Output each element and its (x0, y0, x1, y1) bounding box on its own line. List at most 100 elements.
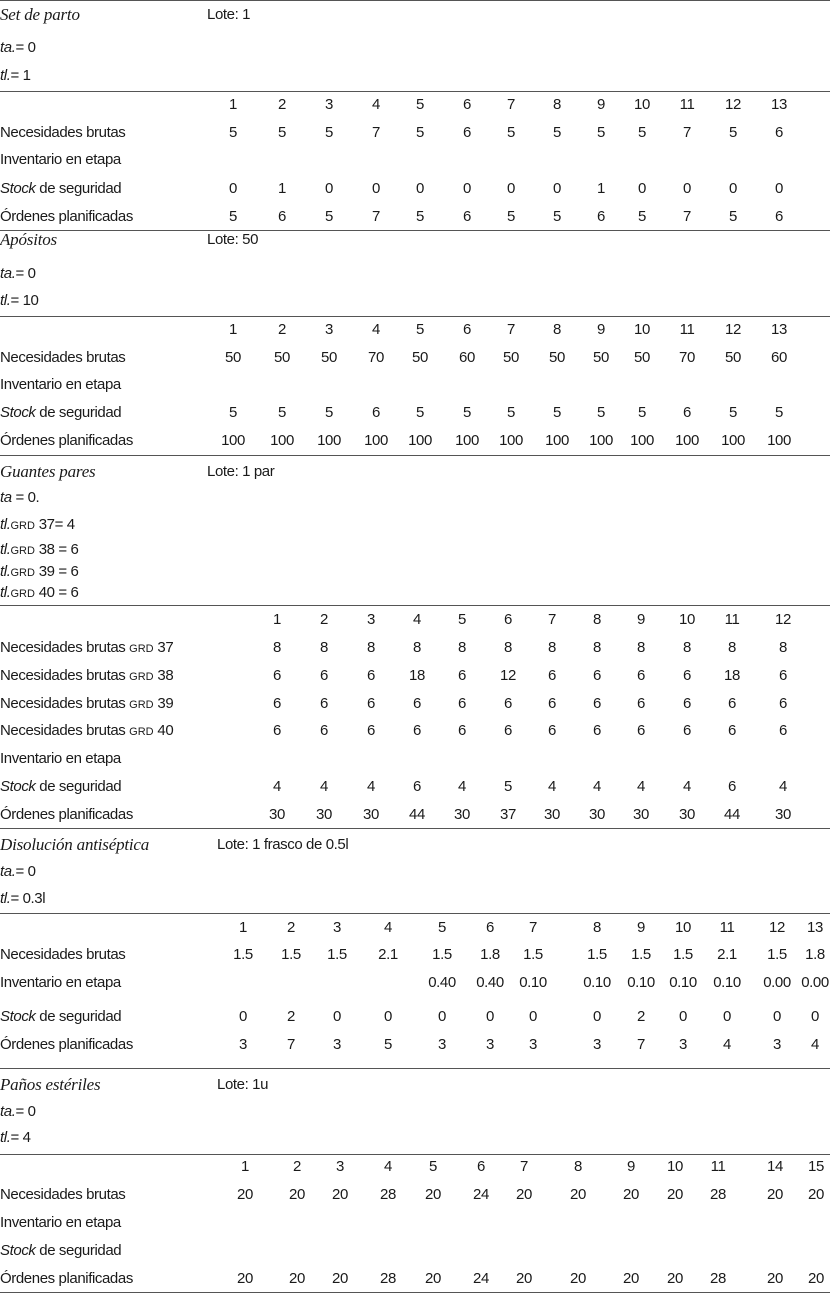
row-label: Inventario en etapa (0, 376, 121, 394)
row-label: Inventario en etapa (0, 750, 121, 768)
row-label-text: Necesidades brutas (0, 1186, 126, 1203)
table-cell: 0 (773, 1008, 781, 1025)
parameter-variable: ta. (0, 39, 16, 56)
period-header: 5 (416, 96, 424, 113)
table-cell: 6 (775, 124, 783, 141)
row-label-emphasis: Stock (0, 1008, 36, 1025)
period-header: 8 (574, 1158, 582, 1175)
table-cell: 5 (638, 208, 646, 225)
period-header: 13 (771, 321, 787, 338)
period-header: 7 (507, 96, 515, 113)
row-label-emphasis: Stock (0, 778, 36, 795)
table-cell: 6 (320, 695, 328, 712)
table-cell: 6 (597, 208, 605, 225)
table-cell: 20 (767, 1270, 783, 1287)
item-title: Disolución antiséptica (0, 835, 150, 854)
table-cell: 6 (548, 722, 556, 739)
table-cell: 5 (507, 208, 515, 225)
table-cell: 4 (548, 778, 556, 795)
table-cell: 4 (683, 778, 691, 795)
parameter-variable: tl. (0, 516, 11, 533)
period-header: 1 (229, 96, 237, 113)
period-header: 4 (384, 1158, 392, 1175)
table-cell: 1.5 (233, 946, 253, 963)
row-label-text: Necesidades brutas (0, 349, 126, 366)
row-label-size: 39 (153, 695, 174, 712)
period-header: 4 (413, 611, 421, 628)
parameter-variable: ta (0, 489, 12, 506)
table-cell: 3 (438, 1036, 446, 1053)
parameter: tl.GRD 37= 4 (0, 516, 75, 535)
table-cell: 28 (710, 1270, 726, 1287)
table-cell: 0 (229, 180, 237, 197)
parameter-subscript: GRD (10, 545, 35, 557)
table-cell: 100 (545, 432, 569, 449)
period-header: 12 (775, 611, 791, 628)
table-cell: 8 (320, 639, 328, 656)
table-cell: 0 (384, 1008, 392, 1025)
divider (0, 1292, 830, 1293)
period-header: 6 (504, 611, 512, 628)
period-header: 5 (429, 1158, 437, 1175)
table-cell: 100 (221, 432, 245, 449)
table-cell: 20 (332, 1186, 348, 1203)
parameter: ta = 0. (0, 489, 40, 507)
table-cell: 0 (333, 1008, 341, 1025)
table-cell: 1.5 (587, 946, 607, 963)
table-cell: 50 (549, 349, 565, 366)
divider (0, 230, 830, 231)
table-cell: 5 (416, 124, 424, 141)
table-cell: 5 (325, 124, 333, 141)
period-header: 1 (241, 1158, 249, 1175)
table-cell: 3 (486, 1036, 494, 1053)
table-cell: 7 (372, 208, 380, 225)
parameter-variable: tl. (0, 563, 11, 580)
table-cell: 100 (317, 432, 341, 449)
row-label: Inventario en etapa (0, 974, 121, 992)
parameter: tl.= 10 (0, 292, 39, 310)
table-cell: 0 (486, 1008, 494, 1025)
table-cell: 6 (548, 667, 556, 684)
table-cell: 0.00 (763, 974, 791, 991)
period-header: 3 (325, 321, 333, 338)
table-cell: 6 (320, 667, 328, 684)
table-cell: 7 (683, 124, 691, 141)
parameter: tl.= 1 (0, 67, 31, 85)
parameter-variable: tl. (0, 584, 11, 601)
table-cell: 30 (454, 806, 470, 823)
table-cell: 6 (504, 695, 512, 712)
row-label-text: de seguridad (35, 404, 122, 421)
table-cell: 6 (637, 695, 645, 712)
period-header: 2 (287, 919, 295, 936)
parameter-variable: tl. (0, 890, 11, 907)
table-cell: 50 (321, 349, 337, 366)
row-label: Necesidades brutas (0, 946, 126, 964)
table-cell: 1 (278, 180, 286, 197)
lot-size: Lote: 50 (207, 231, 259, 248)
row-label-text: Necesidades brutas (0, 695, 130, 712)
table-cell: 1.8 (805, 946, 825, 963)
table-cell: 1.8 (480, 946, 500, 963)
parameter-value: = 0 (15, 1103, 36, 1120)
table-cell: 18 (724, 667, 740, 684)
row-label-text: Órdenes planificadas (0, 208, 133, 225)
table-cell: 6 (413, 722, 421, 739)
period-header: 10 (679, 611, 695, 628)
row-label-text: de seguridad (35, 180, 122, 197)
table-cell: 6 (463, 124, 471, 141)
period-header: 1 (229, 321, 237, 338)
table-cell: 6 (637, 667, 645, 684)
table-cell: 70 (679, 349, 695, 366)
row-label: Necesidades brutas (0, 124, 126, 142)
table-cell: 6 (637, 722, 645, 739)
table-cell: 5 (504, 778, 512, 795)
parameter-variable: tl. (0, 1129, 11, 1146)
divider (0, 605, 830, 606)
period-header: 11 (679, 321, 695, 338)
table-cell: 8 (593, 639, 601, 656)
period-header: 14 (767, 1158, 783, 1175)
table-cell: 0 (529, 1008, 537, 1025)
table-cell: 30 (679, 806, 695, 823)
table-cell: 2 (287, 1008, 295, 1025)
row-label-size: 37 (153, 639, 174, 656)
